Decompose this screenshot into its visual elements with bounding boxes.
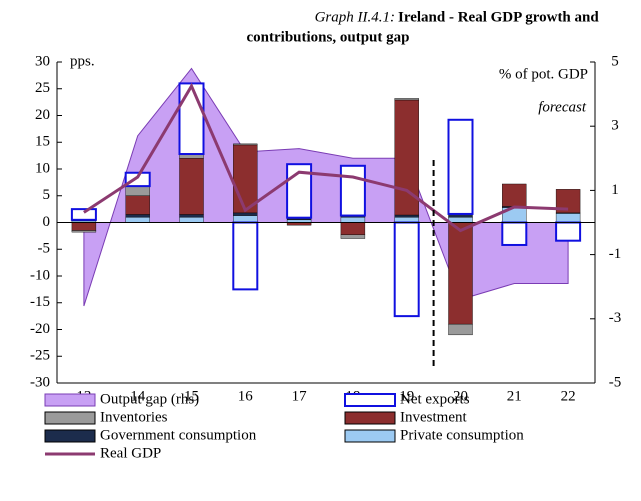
y2-tick-label: -1 [609, 246, 622, 262]
y-tick-label: -25 [30, 348, 50, 364]
chart-title: Ireland - Real GDP growth and [398, 9, 599, 25]
y2-tick-label: -5 [609, 374, 622, 390]
y-tick-label: 30 [35, 53, 50, 69]
bar [448, 323, 473, 336]
bar [340, 216, 366, 223]
real-gdp-line [83, 82, 569, 233]
bar [340, 234, 366, 239]
bar [502, 183, 527, 207]
legend-swatch [344, 411, 396, 425]
y2-axis-label: % of pot. GDP [499, 66, 588, 82]
legend-label: Real GDP [100, 445, 161, 461]
bar [124, 171, 151, 188]
legend-label: Output gap (rhs) [100, 391, 199, 407]
bar [232, 221, 259, 291]
bar [179, 214, 204, 218]
y2-tick-label: -3 [609, 310, 622, 326]
bar [394, 98, 419, 101]
bar [233, 143, 258, 146]
x-tick-label: 22 [561, 388, 576, 404]
bar [179, 216, 204, 223]
bar [501, 221, 528, 246]
y-tick-label: -15 [30, 294, 50, 310]
x-tick-label: 16 [238, 388, 254, 404]
y-tick-label: -5 [38, 241, 51, 257]
legend-label: Inventories [100, 409, 168, 425]
bar [125, 214, 150, 218]
x-tick-label: 17 [292, 388, 308, 404]
x-tick-label: 20 [453, 388, 468, 404]
legend-label: Net exports [400, 391, 470, 407]
bar [179, 158, 204, 215]
legend-label: Investment [400, 409, 467, 425]
bar [125, 185, 150, 196]
bar [178, 82, 205, 156]
bar [448, 216, 473, 223]
legend-label: Government consumption [100, 427, 257, 443]
bar [339, 164, 366, 217]
chart-title-prefix: Graph II.4.1: [315, 9, 395, 25]
bar [233, 215, 258, 223]
y-axis-label: pps. [70, 53, 95, 69]
x-tick-label: 21 [507, 388, 522, 404]
bar [448, 222, 473, 325]
bar [340, 222, 366, 236]
bar [125, 195, 150, 215]
legend-label: Private consumption [400, 427, 524, 443]
y-tick-label: 25 [35, 80, 50, 96]
bar [70, 208, 97, 221]
y2-tick-label: 1 [611, 182, 619, 198]
x-tick-label: 14 [130, 388, 146, 404]
bar [555, 189, 581, 214]
x-tick-label: 19 [399, 388, 414, 404]
legend-swatch [344, 429, 396, 443]
bar [394, 214, 419, 218]
bar [393, 221, 420, 318]
legend-swatch [44, 393, 96, 407]
bar [555, 213, 581, 223]
y-tick-label: 10 [35, 160, 50, 176]
y2-tick-label: 5 [611, 53, 619, 69]
chart-title: contributions, output gap [247, 29, 410, 45]
legend-swatch [44, 429, 96, 443]
bar [71, 222, 97, 231]
bar [447, 118, 474, 215]
x-tick-label: 15 [184, 388, 199, 404]
bar [71, 230, 97, 233]
y-tick-label: 0 [43, 214, 51, 230]
bar [233, 212, 258, 216]
y-tick-label: -20 [30, 321, 50, 337]
legend-swatch [44, 411, 96, 425]
y-tick-label: -30 [30, 374, 50, 390]
annotation: forecast [538, 99, 587, 115]
y-tick-label: 15 [35, 134, 50, 150]
y2-tick-label: 3 [611, 118, 619, 134]
output-gap-area [83, 67, 569, 307]
bar [125, 216, 150, 223]
y-tick-label: 20 [35, 107, 50, 123]
bar [555, 221, 582, 242]
y-tick-label: 5 [43, 187, 51, 203]
legend-swatch [344, 393, 396, 407]
y-tick-label: -10 [30, 267, 50, 283]
